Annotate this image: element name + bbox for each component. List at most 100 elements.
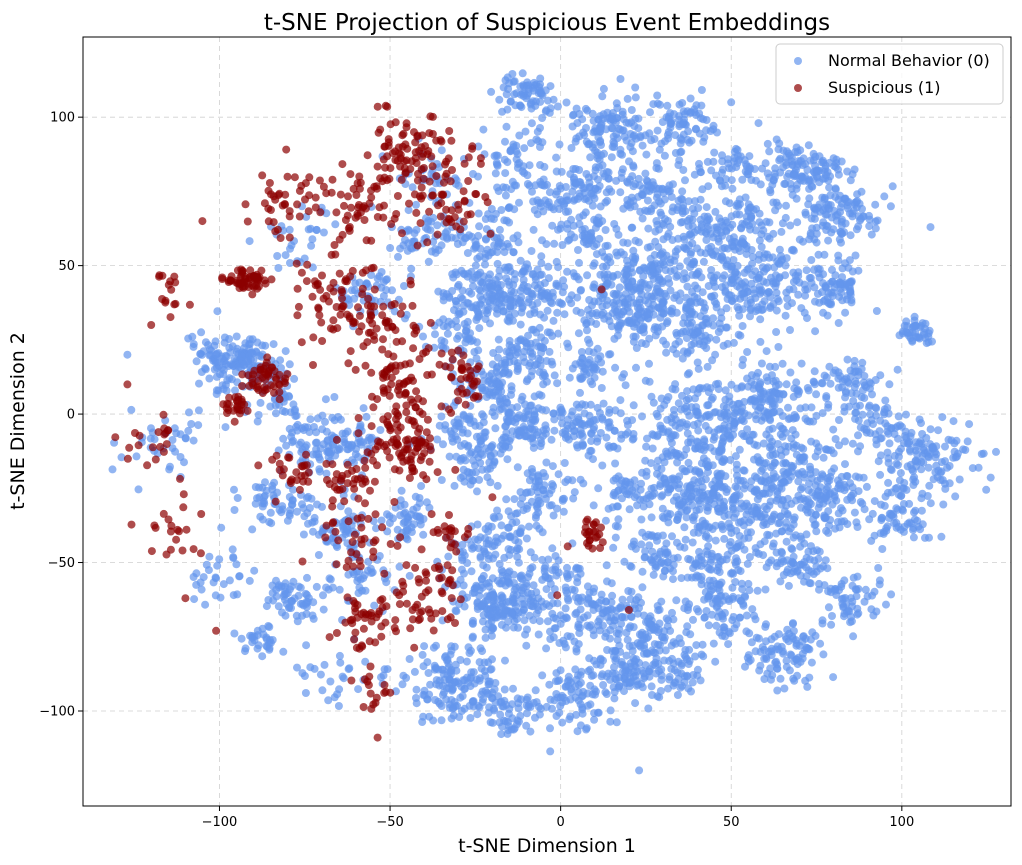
normal-point (618, 373, 627, 382)
normal-point (778, 548, 786, 557)
normal-point (695, 468, 704, 477)
normal-point (454, 280, 463, 289)
normal-point (770, 510, 779, 519)
normal-point (523, 588, 532, 597)
normal-point (520, 144, 529, 153)
normal-point (871, 224, 880, 233)
normal-point (599, 84, 608, 93)
normal-point (589, 348, 598, 357)
normal-point (552, 153, 561, 162)
normal-point (919, 446, 928, 455)
normal-point (542, 644, 551, 653)
normal-point (631, 83, 640, 92)
normal-point (589, 501, 598, 510)
normal-point (763, 139, 772, 148)
normal-point (516, 336, 525, 345)
normal-point (859, 212, 868, 221)
normal-point (702, 547, 711, 556)
normal-point (660, 458, 669, 467)
normal-point (592, 365, 601, 374)
normal-point (747, 507, 756, 516)
normal-point (851, 414, 860, 423)
normal-point (504, 409, 513, 418)
normal-point (611, 305, 619, 314)
normal-point (502, 495, 511, 504)
normal-point (501, 358, 510, 367)
normal-point (837, 199, 846, 208)
normal-point (830, 487, 839, 496)
normal-point (727, 164, 736, 173)
normal-point (475, 658, 484, 667)
normal-point (582, 725, 591, 734)
normal-point (621, 381, 630, 390)
normal-point (757, 416, 766, 425)
normal-point (892, 504, 901, 513)
normal-point (532, 360, 541, 369)
normal-point (808, 628, 817, 637)
normal-point (862, 426, 871, 434)
normal-point (785, 629, 794, 638)
normal-point (788, 190, 797, 199)
normal-point (735, 532, 744, 540)
normal-point (627, 106, 636, 114)
normal-point (776, 674, 785, 683)
normal-point (681, 176, 689, 185)
normal-point (534, 630, 543, 639)
normal-point (505, 218, 514, 227)
normal-point (549, 316, 558, 325)
normal-point (488, 655, 496, 664)
normal-point (834, 368, 843, 377)
normal-point (707, 587, 715, 595)
normal-point (482, 285, 491, 293)
normal-point (723, 244, 732, 253)
normal-point (649, 570, 658, 579)
normal-point (657, 675, 666, 684)
normal-point (680, 467, 689, 476)
series-normal-points (108, 69, 1000, 775)
normal-point (637, 598, 645, 607)
normal-point (686, 94, 695, 103)
normal-point (692, 101, 701, 110)
normal-point (474, 209, 483, 218)
normal-point (733, 557, 742, 566)
normal-point (623, 94, 632, 103)
normal-point (570, 181, 579, 190)
normal-point (765, 434, 774, 442)
normal-point (493, 481, 502, 490)
normal-point (834, 170, 843, 179)
normal-point (718, 525, 727, 534)
normal-point (622, 136, 631, 145)
normal-point (515, 426, 524, 435)
normal-point (687, 318, 696, 327)
normal-point (757, 476, 766, 485)
normal-point (669, 567, 677, 576)
normal-point (645, 672, 654, 681)
normal-point (604, 174, 613, 183)
normal-point (682, 445, 691, 454)
normal-point (748, 395, 757, 404)
normal-point (399, 671, 408, 680)
normal-point (652, 184, 661, 193)
normal-point (796, 404, 805, 413)
normal-point (926, 223, 935, 232)
normal-point (766, 416, 775, 425)
normal-point (754, 274, 763, 283)
normal-point (531, 415, 540, 424)
normal-point (656, 289, 665, 298)
normal-point (612, 296, 621, 305)
normal-point (627, 293, 636, 302)
normal-point (518, 167, 527, 176)
normal-point (666, 510, 675, 519)
normal-point (702, 531, 711, 540)
normal-point (498, 107, 507, 116)
normal-point (533, 500, 542, 509)
normal-point (765, 395, 773, 404)
normal-point (768, 671, 777, 680)
normal-point (616, 396, 625, 405)
normal-point (992, 447, 1000, 456)
normal-point (694, 327, 703, 336)
normal-point (629, 161, 638, 170)
normal-point (537, 333, 546, 342)
normal-point (576, 358, 585, 367)
normal-point (688, 538, 697, 547)
